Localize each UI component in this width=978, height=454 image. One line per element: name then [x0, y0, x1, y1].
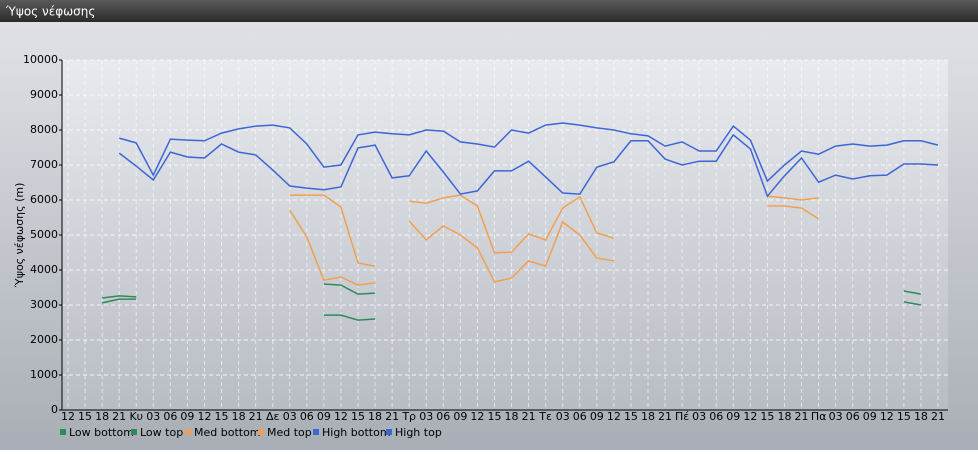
legend-swatch — [60, 429, 66, 435]
x-tick-label: 12 — [61, 410, 75, 423]
x-tick-label: 18 — [95, 410, 109, 423]
legend-swatch — [185, 429, 191, 435]
x-tick-label: Τε — [538, 410, 552, 423]
legend-label: High bottom — [322, 426, 391, 439]
legend-swatch — [313, 429, 319, 435]
x-tick-label: 06 — [573, 410, 587, 423]
x-tick-label: 06 — [163, 410, 177, 423]
x-tick-label: 15 — [487, 410, 501, 423]
series-line — [118, 133, 939, 198]
x-tick-label: 15 — [215, 410, 229, 423]
x-tick-label: 12 — [197, 410, 211, 423]
x-tick-label: 15 — [78, 410, 92, 423]
x-tick-label: 21 — [249, 410, 263, 423]
x-tick-label: 15 — [760, 410, 774, 423]
x-tick-label: 03 — [283, 410, 297, 423]
x-tick-label: 12 — [607, 410, 621, 423]
y-tick-label: 9000 — [30, 88, 58, 101]
x-tick-label: 18 — [777, 410, 791, 423]
series-line — [289, 205, 820, 286]
x-tick-label: 06 — [436, 410, 450, 423]
y-axis-label: Ύψος νέφωσης (m) — [13, 183, 26, 289]
x-tick-label: 03 — [419, 410, 433, 423]
x-tick-label: 06 — [846, 410, 860, 423]
series-line — [118, 122, 939, 183]
x-tick-label: 06 — [709, 410, 723, 423]
x-tick-label: 18 — [641, 410, 655, 423]
x-tick-label: Δε — [266, 410, 280, 423]
x-tick-label: 09 — [590, 410, 604, 423]
y-tick-label: 0 — [51, 403, 58, 416]
x-tick-label: 15 — [351, 410, 365, 423]
legend-label: High top — [395, 426, 442, 439]
x-tick-label: 21 — [522, 410, 536, 423]
y-tick-label: 4000 — [30, 263, 58, 276]
y-tick-label: 6000 — [30, 193, 58, 206]
x-tick-label: Τρ — [401, 410, 416, 423]
x-tick-label: Κυ — [129, 410, 143, 423]
x-tick-label: 21 — [658, 410, 672, 423]
series-line — [289, 194, 819, 267]
x-tick-label: 12 — [334, 410, 348, 423]
series-line — [101, 298, 922, 321]
legend-swatch — [386, 429, 392, 435]
x-tick-label: 12 — [470, 410, 484, 423]
x-tick-label: 09 — [863, 410, 877, 423]
x-tick-label: 15 — [897, 410, 911, 423]
x-tick-label: 03 — [146, 410, 160, 423]
x-tick-label: 09 — [453, 410, 467, 423]
legend-swatch — [258, 429, 264, 435]
x-tick-label: Πέ — [675, 410, 689, 423]
x-tick-label: 06 — [300, 410, 314, 423]
x-tick-label: 18 — [368, 410, 382, 423]
x-tick-label: 09 — [317, 410, 331, 423]
legend-label: Low bottom — [69, 426, 134, 439]
x-tick-label: 12 — [880, 410, 894, 423]
y-tick-label: 1000 — [30, 368, 58, 381]
title-bar — [0, 0, 978, 22]
x-tick-label: 09 — [726, 410, 740, 423]
x-tick-label: 18 — [232, 410, 246, 423]
y-tick-label: 5000 — [30, 228, 58, 241]
x-tick-label: 21 — [112, 410, 126, 423]
x-tick-label: 03 — [692, 410, 706, 423]
x-tick-label: 21 — [385, 410, 399, 423]
x-tick-label: 21 — [931, 410, 945, 423]
series-line — [102, 283, 922, 299]
x-tick-label: Πα — [811, 410, 827, 423]
legend-swatch — [131, 429, 137, 435]
x-tick-label: 09 — [180, 410, 194, 423]
y-tick-label: 2000 — [30, 333, 58, 346]
legend-label: Med top — [267, 426, 312, 439]
window-title: Ύψος νέφωσης — [5, 5, 95, 19]
x-tick-label: 15 — [624, 410, 638, 423]
x-tick-label: 03 — [556, 410, 570, 423]
y-tick-label: 3000 — [30, 298, 58, 311]
y-tick-label: 10000 — [23, 53, 58, 66]
x-tick-label: 21 — [795, 410, 809, 423]
x-tick-label: 12 — [743, 410, 757, 423]
y-tick-label: 7000 — [30, 158, 58, 171]
legend-label: Med bottom — [194, 426, 261, 439]
legend-label: Low top — [140, 426, 183, 439]
y-tick-label: 8000 — [30, 123, 58, 136]
x-tick-label: 18 — [914, 410, 928, 423]
x-tick-label: 03 — [829, 410, 843, 423]
x-tick-label: 18 — [505, 410, 519, 423]
